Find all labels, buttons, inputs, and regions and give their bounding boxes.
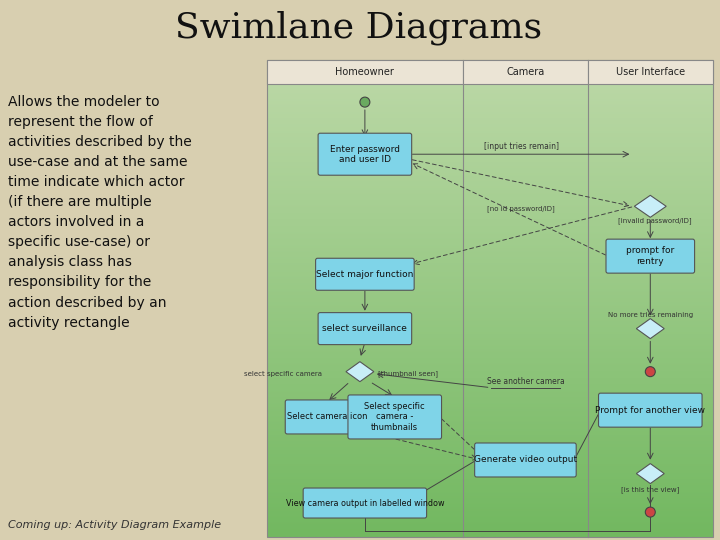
Text: select surveillance: select surveillance (323, 324, 408, 333)
Text: [is this the view]: [is this the view] (621, 486, 680, 493)
Text: Swimlane Diagrams: Swimlane Diagrams (175, 11, 542, 45)
Text: prompt for
rentry: prompt for rentry (626, 246, 675, 266)
FancyBboxPatch shape (318, 313, 412, 345)
Polygon shape (636, 319, 665, 339)
FancyBboxPatch shape (285, 400, 369, 434)
FancyBboxPatch shape (303, 488, 427, 518)
Text: [input tries remain]: [input tries remain] (484, 141, 559, 151)
Text: Select camera icon: Select camera icon (287, 413, 367, 421)
FancyBboxPatch shape (474, 443, 576, 477)
Bar (588, 60, 713, 84)
Circle shape (645, 507, 655, 517)
Text: Select major function: Select major function (316, 270, 413, 279)
Text: Enter password
and user ID: Enter password and user ID (330, 145, 400, 164)
Text: select specific camera: select specific camera (244, 370, 322, 377)
Text: See another camera: See another camera (487, 377, 564, 386)
Text: Select specific
camera -
thumbnails: Select specific camera - thumbnails (364, 402, 425, 432)
Polygon shape (634, 195, 666, 217)
Text: Prompt for another view: Prompt for another view (595, 406, 706, 415)
FancyBboxPatch shape (348, 395, 441, 439)
FancyBboxPatch shape (606, 239, 695, 273)
Circle shape (360, 97, 370, 107)
Text: User Interface: User Interface (616, 67, 685, 77)
Text: No more tries remaining: No more tries remaining (608, 312, 693, 318)
Text: Camera: Camera (506, 67, 544, 77)
Bar (463, 60, 588, 84)
Text: Coming up: Activity Diagram Example: Coming up: Activity Diagram Example (8, 520, 221, 530)
Text: [invalid password/ID]: [invalid password/ID] (618, 217, 692, 224)
Text: Allows the modeler to
represent the flow of
activities described by the
use-case: Allows the modeler to represent the flow… (8, 95, 192, 329)
FancyBboxPatch shape (315, 258, 414, 291)
Text: View camera output in labelled window: View camera output in labelled window (286, 498, 444, 508)
Bar (267, 60, 713, 537)
FancyBboxPatch shape (318, 133, 412, 175)
Polygon shape (346, 362, 374, 382)
Bar (267, 60, 463, 84)
Text: [no id password/ID]: [no id password/ID] (487, 205, 554, 212)
Text: Generate video output: Generate video output (474, 456, 577, 464)
Circle shape (645, 367, 655, 377)
Polygon shape (636, 463, 665, 484)
FancyBboxPatch shape (598, 393, 702, 427)
Text: [thumbnail seen]: [thumbnail seen] (378, 370, 438, 377)
Text: Homeowner: Homeowner (336, 67, 395, 77)
